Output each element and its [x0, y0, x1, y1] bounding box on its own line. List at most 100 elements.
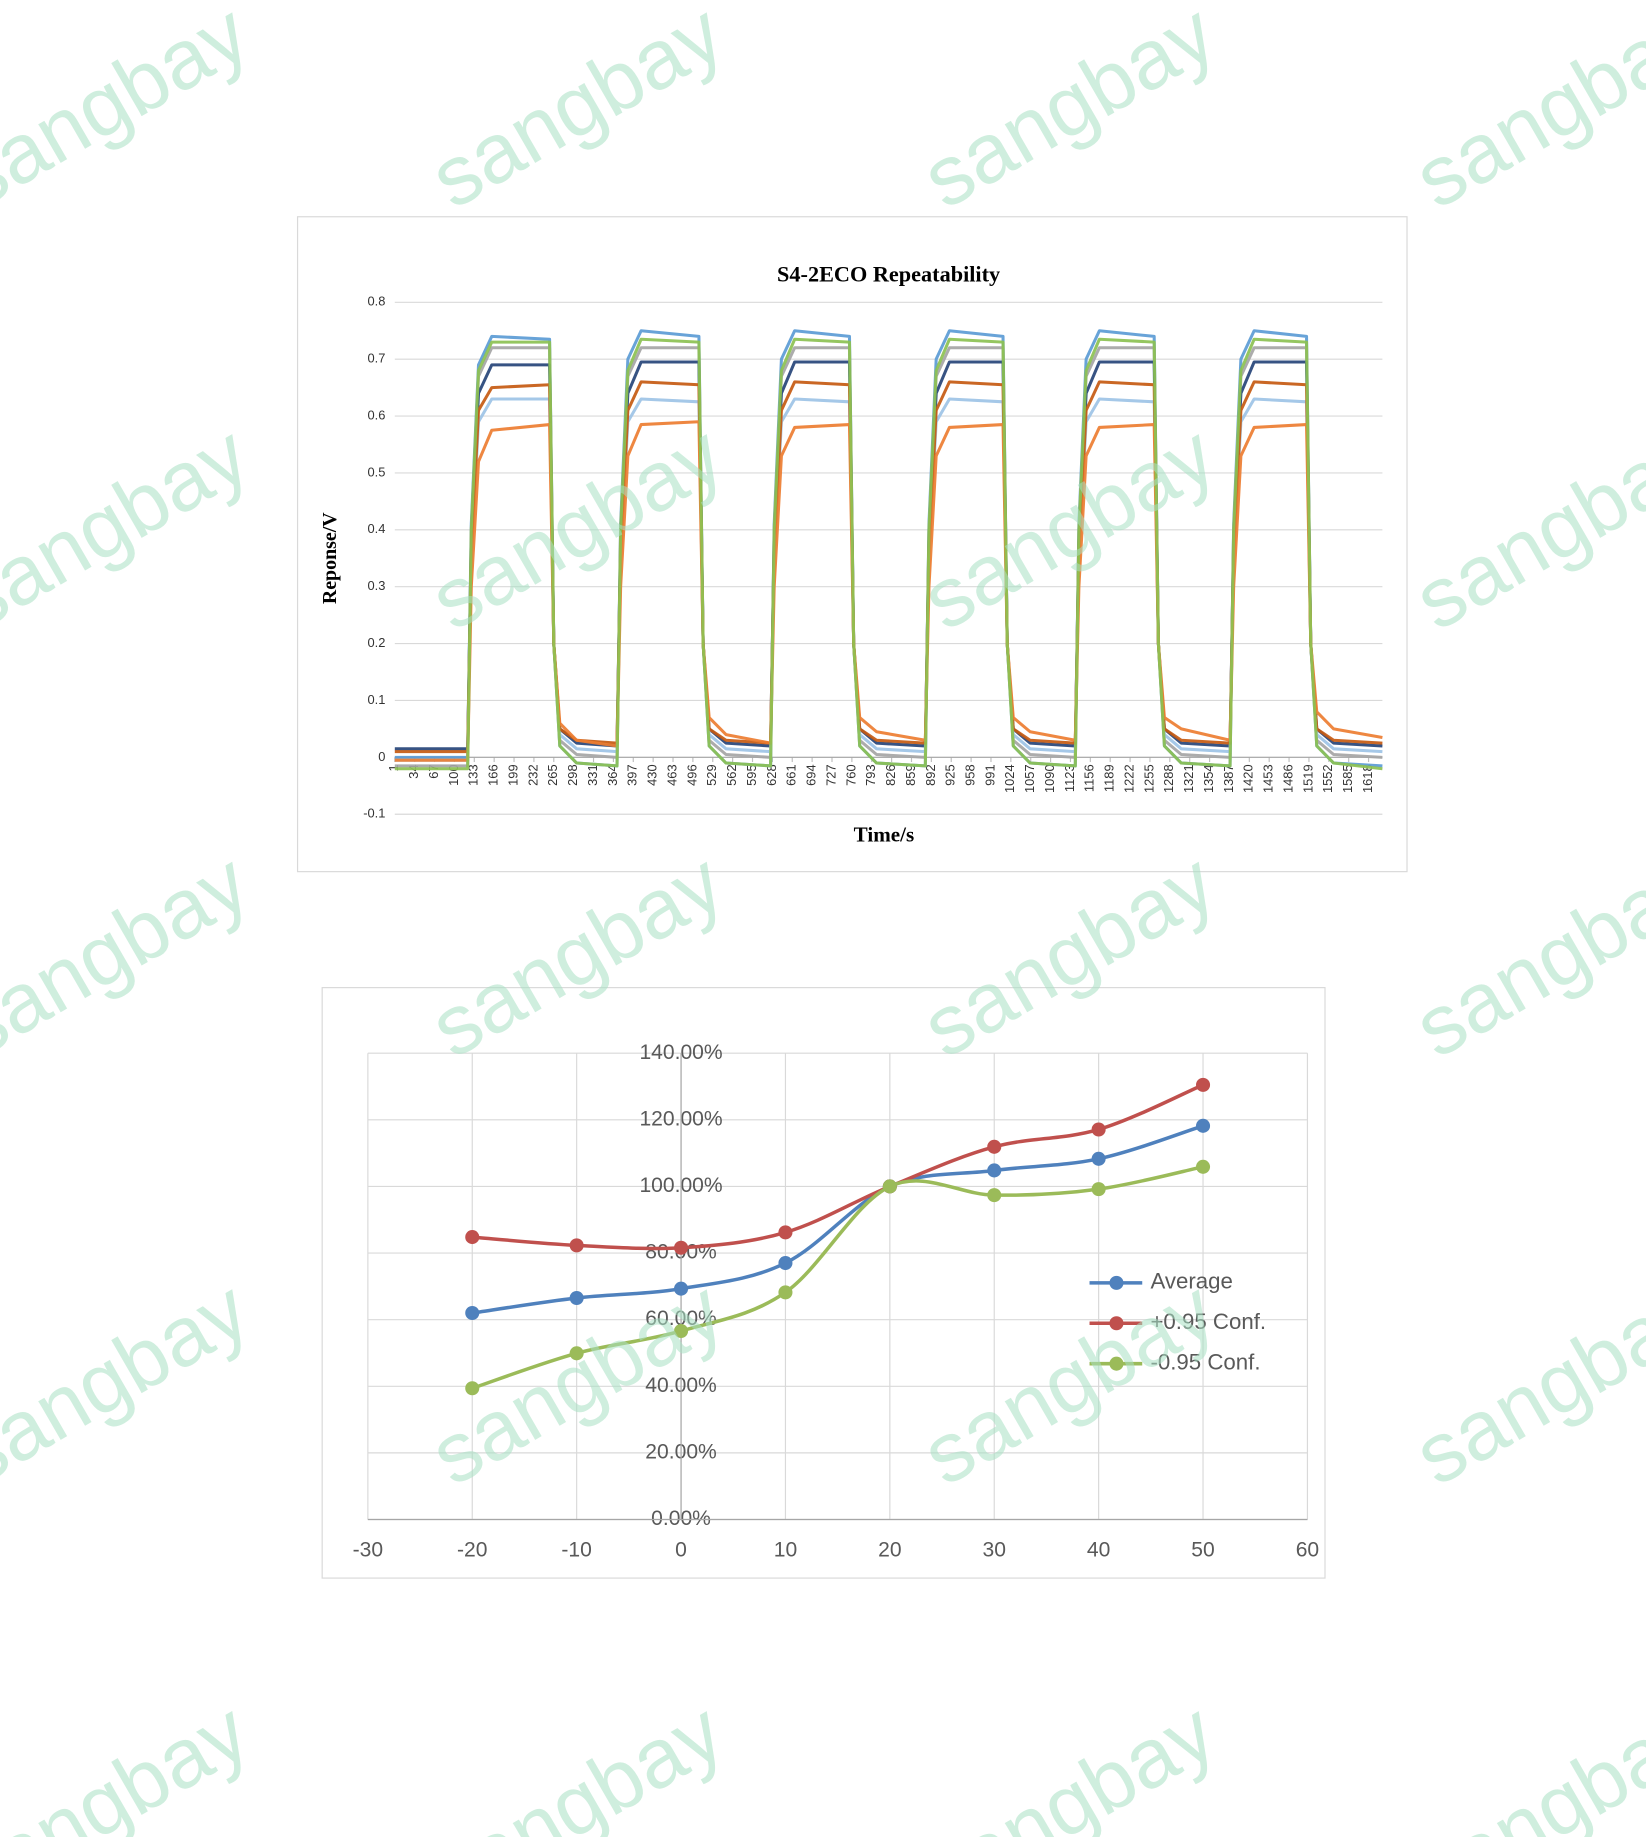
- x-tick-label: 1189: [1102, 764, 1117, 792]
- x-tick-label: 40: [1087, 1539, 1110, 1562]
- chart-frame: [321, 987, 1326, 1579]
- x-tick-label: 1123: [1062, 764, 1077, 792]
- watermark: sangbay: [0, 1684, 264, 1837]
- watermark: sangbay: [0, 1262, 264, 1503]
- chart: -0.100.10.20.30.40.50.60.70.81 34 67 100 133…: [296, 216, 1408, 873]
- series-line: [472, 1124, 1204, 1315]
- x-tick-label: 1: [386, 764, 401, 771]
- marker: [569, 1290, 584, 1306]
- x-tick-label: 1585: [1340, 764, 1355, 793]
- x-tick-label: 958: [963, 764, 978, 785]
- legend-label: -0.95 Conf.: [1150, 1350, 1260, 1375]
- y-tick-label: 0.2: [368, 635, 386, 650]
- x-tick-label: 166: [486, 764, 501, 785]
- y-tick-label: 0.6: [368, 407, 386, 422]
- x-tick-label: 20: [878, 1539, 901, 1562]
- x-tick-label: 826: [883, 764, 898, 785]
- x-tick-label: 10: [774, 1539, 797, 1562]
- x-tick-label: 1486: [1280, 764, 1295, 793]
- x-tick-label: 1552: [1320, 764, 1335, 793]
- y-tick-label: 0.3: [368, 578, 386, 593]
- series-line: [394, 346, 1383, 768]
- watermark: sangbay: [415, 0, 738, 226]
- series-line: [394, 360, 1383, 751]
- watermark: sangbay: [1399, 834, 1646, 1075]
- x-tick-label: 991: [982, 764, 997, 785]
- marker: [465, 1230, 480, 1245]
- marker: [674, 1240, 689, 1255]
- marker: [569, 1346, 584, 1361]
- marker: [674, 1323, 689, 1339]
- marker: [1091, 1151, 1106, 1166]
- marker: [778, 1256, 793, 1271]
- y-tick-label: 140.00%: [639, 1041, 722, 1064]
- x-axis-title: Time/s: [854, 822, 915, 846]
- x-tick-label: 1156: [1082, 764, 1097, 792]
- x-tick-label: 298: [565, 764, 580, 785]
- y-tick-label: 0.5: [368, 464, 386, 479]
- x-tick-label: 562: [724, 764, 739, 785]
- x-tick-label: 30: [983, 1539, 1006, 1562]
- y-tick-label: 0.1: [368, 692, 386, 707]
- x-tick-label: 1519: [1300, 764, 1315, 793]
- marker: [1196, 1077, 1211, 1092]
- y-tick-label: 0.4: [368, 521, 386, 536]
- y-tick-label: -0.1: [363, 806, 385, 821]
- marker: [465, 1381, 480, 1396]
- x-tick-label: 892: [923, 764, 938, 785]
- x-tick-label: 760: [843, 764, 858, 785]
- x-tick-label: 1255: [1141, 764, 1156, 793]
- marker: [674, 1281, 689, 1296]
- y-tick-label: 0: [378, 749, 385, 764]
- watermark: sangbay: [415, 1684, 738, 1837]
- watermark: sangbay: [1399, 0, 1646, 226]
- x-tick-label: 925: [943, 764, 958, 785]
- x-tick-label: 1354: [1201, 764, 1216, 793]
- x-tick-label: 859: [903, 764, 918, 785]
- x-tick-label: 232: [525, 764, 540, 785]
- x-tick-label: 60: [1296, 1539, 1319, 1562]
- marker: [987, 1163, 1002, 1178]
- x-tick-label: 364: [605, 764, 620, 785]
- watermark: sangbay: [0, 0, 264, 226]
- x-tick-label: 430: [645, 764, 660, 785]
- series-line: [471, 1165, 1204, 1390]
- marker: [1091, 1182, 1106, 1197]
- x-tick-label: 1288: [1161, 764, 1176, 793]
- legend-label: Average: [1150, 1269, 1232, 1294]
- x-tick-label: -30: [353, 1539, 383, 1562]
- x-tick-label: -20: [457, 1539, 487, 1562]
- x-tick-label: 628: [764, 764, 779, 785]
- x-tick-label: 1090: [1042, 764, 1057, 793]
- y-tick-label: 0.8: [368, 294, 386, 309]
- chart: 0.00%20.00%40.00%60.00%80.00%100.00%120.…: [321, 987, 1326, 1579]
- chart-title: S4-2ECO Repeatability: [777, 262, 1000, 287]
- x-tick-label: 1321: [1181, 764, 1196, 793]
- watermark: sangbay: [0, 407, 264, 648]
- x-tick-label: 793: [863, 764, 878, 785]
- watermark: sangbay: [907, 0, 1230, 226]
- watermark: sangbay: [1399, 407, 1646, 648]
- x-tick-label: 1453: [1261, 764, 1276, 793]
- x-tick-label: 265: [545, 764, 560, 785]
- watermark: sangbay: [1399, 1262, 1646, 1503]
- x-tick-label: 1387: [1221, 764, 1236, 793]
- x-tick-label: 50: [1191, 1539, 1214, 1562]
- x-tick-label: 1420: [1241, 764, 1256, 793]
- watermark: sangbay: [0, 834, 264, 1075]
- x-tick-label: 661: [784, 764, 799, 785]
- series-line: [394, 397, 1383, 762]
- x-tick-label: 1618: [1360, 764, 1375, 793]
- x-tick-label: 331: [585, 764, 600, 785]
- x-tick-label: 595: [744, 764, 759, 785]
- marker: [1196, 1159, 1211, 1174]
- legend-marker: [1109, 1316, 1124, 1331]
- marker: [882, 1179, 897, 1194]
- marker: [987, 1139, 1002, 1154]
- series-line: [394, 420, 1383, 762]
- x-tick-label: 727: [823, 764, 838, 785]
- x-tick-label: 694: [804, 764, 819, 785]
- x-tick-label: 199: [505, 764, 520, 785]
